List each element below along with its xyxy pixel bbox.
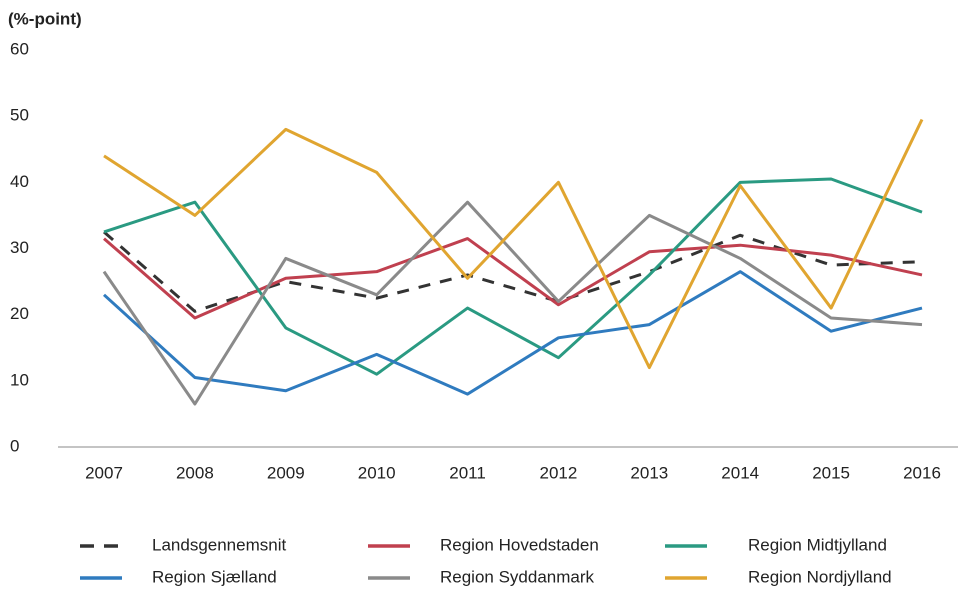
y-tick-label: 40 [10, 172, 29, 191]
y-axis-label: (%-point) [8, 9, 82, 28]
legend-label: Landsgennemsnit [152, 535, 286, 554]
legend-label: Region Nordjylland [748, 567, 892, 586]
x-tick-label: 2014 [721, 463, 759, 482]
x-tick-label: 2012 [540, 463, 578, 482]
x-tick-label: 2009 [267, 463, 305, 482]
x-tick-label: 2013 [630, 463, 668, 482]
x-tick-label: 2008 [176, 463, 214, 482]
series-line [103, 237, 923, 320]
x-tick-label: 2007 [85, 463, 123, 482]
y-tick-label: 10 [10, 370, 29, 389]
x-tick-label: 2015 [812, 463, 850, 482]
x-tick-label: 2011 [449, 463, 486, 482]
x-tick-label: 2016 [903, 463, 941, 482]
series-line [103, 177, 923, 376]
series-line [103, 230, 923, 313]
legend-label: Region Syddanmark [440, 567, 595, 586]
x-tick-label: 2010 [358, 463, 396, 482]
y-tick-label: 20 [10, 304, 29, 323]
series-line [103, 118, 924, 370]
y-tick-label: 0 [10, 436, 19, 455]
series-line [102, 270, 923, 396]
y-tick-label: 60 [10, 39, 29, 58]
series-line [102, 200, 923, 406]
legend-label: Region Midtjylland [748, 535, 887, 554]
y-tick-label: 30 [10, 238, 29, 257]
y-tick-label: 50 [10, 106, 29, 125]
legend-label: Region Hovedstaden [440, 535, 599, 554]
legend-label: Region Sjælland [152, 567, 277, 586]
